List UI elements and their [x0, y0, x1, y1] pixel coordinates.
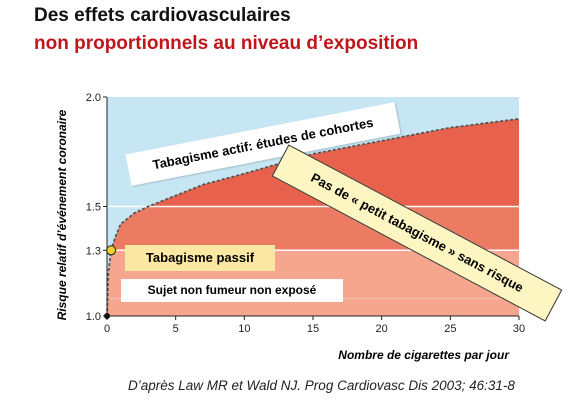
origin-point — [104, 313, 110, 319]
x-tick-label-2: 10 — [238, 323, 250, 335]
passive-smoking-point — [106, 245, 117, 256]
series-line — [106, 118, 520, 317]
x-tick-label-0: 0 — [104, 323, 110, 335]
annotation-tabagisme-passif: Tabagisme passif — [125, 245, 275, 271]
title-line-2: non proportionnels au niveau d’expositio… — [34, 33, 419, 54]
x-tick-label-4: 20 — [376, 323, 388, 335]
title-line-1: Des effets cardiovasculaires — [34, 5, 291, 26]
x-axis-label: Nombre de cigarettes par jour — [338, 348, 509, 362]
x-tick-label-6: 30 — [513, 323, 525, 335]
x-tick-label-3: 15 — [307, 323, 319, 335]
source-citation: D’après Law MR et Wald NJ. Prog Cardiova… — [128, 378, 515, 393]
x-tick-label-1: 5 — [173, 323, 179, 335]
y-tick-label-0: 1.0 — [86, 311, 101, 323]
y-tick-label-2: 1.5 — [86, 202, 101, 214]
annotation-non-fumeur: Sujet non fumeur non exposé — [121, 279, 343, 302]
y-tick-label-1: 1.3 — [86, 245, 101, 257]
y-axis-label: Risque relatif d’événement coronaire — [55, 109, 69, 321]
y-tick-label-3: 2.0 — [86, 92, 101, 104]
x-tick-label-5: 25 — [444, 323, 456, 335]
